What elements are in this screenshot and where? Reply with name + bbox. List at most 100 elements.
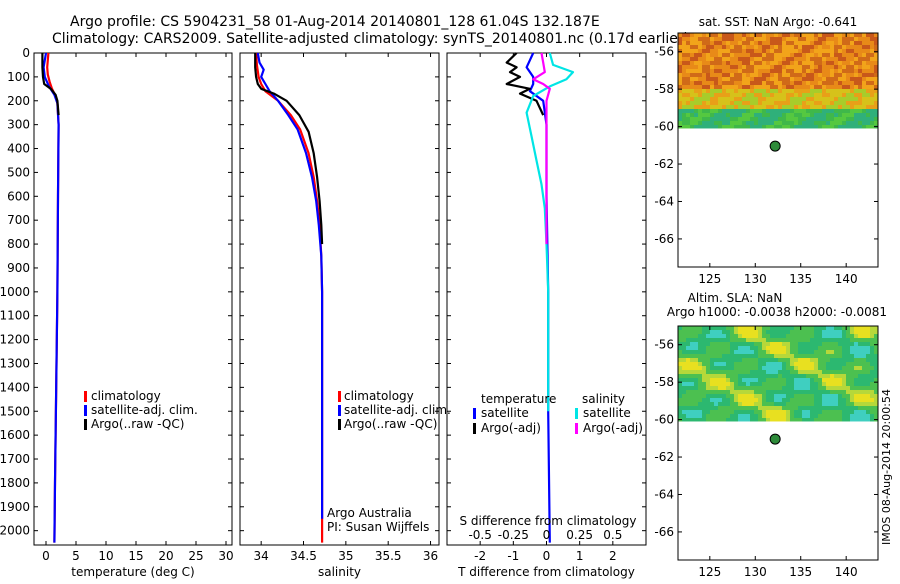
sla-map-cell [798,362,802,366]
sla-map-cell [750,370,754,374]
sst-map-cell [818,53,822,57]
sla-map-cell [690,386,694,390]
sla-map-cell [766,410,770,414]
sst-map-cell [726,49,730,53]
sla-map-cell [858,418,862,422]
sst-map-cell [682,77,686,81]
sst-map-cell [746,33,750,37]
sst-map-cell [754,125,758,129]
sst-map-cell [754,69,758,73]
sst-map-cell [798,61,802,65]
sla-map-cell [822,394,826,398]
sst-map-cell [742,89,746,93]
sst-map-cell [714,33,718,37]
sla-map-cell [718,342,722,346]
sst-map-cell [850,101,854,105]
sst-map-cell [802,77,806,81]
sla-map-cell [726,406,730,410]
sla-map-cell [810,414,814,418]
sst-map-cell [858,113,862,117]
sst-map-cell [814,61,818,65]
sst-map-cell [810,89,814,93]
difference-legend-swatch [473,423,476,434]
sla-map-cell [846,402,850,406]
sst-map-cell [778,73,782,77]
sst-map-cell [874,41,878,45]
sla-map-cell [806,398,810,402]
sla-map-cell [826,354,830,358]
sst-map-cell [770,69,774,73]
sst-map-cell [834,93,838,97]
sla-map-cell [862,354,866,358]
sla-map-cell [826,350,830,354]
sla-map-cell [842,374,846,378]
sst-map-cell [678,113,682,117]
sla-map-cell [710,338,714,342]
sla-map-cell [854,394,858,398]
sst-map-cell [794,73,798,77]
sst-map-cell [830,109,834,113]
sst-map-cell [754,97,758,101]
sla-map-cell [738,350,742,354]
sst-map-cell [798,93,802,97]
sst-map-cell [862,73,866,77]
sst-map-cell [782,49,786,53]
sst-map-cell [854,113,858,117]
sst-map-cell [722,37,726,41]
sla-map-cell [706,402,710,406]
sst-map-cell [718,117,722,121]
sla-map-cell [730,406,734,410]
sst-map-cell [686,93,690,97]
sst-map-cell [762,101,766,105]
sst-map-cell [830,121,834,125]
sla-map-cell [866,406,870,410]
sla-map-cell [690,370,694,374]
sla-map-cell [786,382,790,386]
sst-map-cell [826,81,830,85]
sla-map-cell [806,342,810,346]
sst-map-cell [838,57,842,61]
sla-map-cell [822,354,826,358]
sla-map-cell [694,402,698,406]
sst-map-cell [826,37,830,41]
sla-map-cell [778,350,782,354]
sla-map-cell [706,366,710,370]
sst-map-cell [678,97,682,101]
temperature-ytick-label: 200 [7,94,30,108]
sla-map-cell [702,410,706,414]
sst-map-cell [782,33,786,37]
sst-map-cell [774,61,778,65]
sla-map-cell [842,326,846,330]
sla-map-cell [766,382,770,386]
sla-map-cell [770,410,774,414]
sla-map-cell [750,378,754,382]
sla-map-cell [798,374,802,378]
sla-map-cell [726,398,730,402]
sst-map-cell [754,117,758,121]
sla-map-cell [770,350,774,354]
sla-map-cell [774,418,778,422]
sst-map-cell [714,81,718,85]
sst-map-cell [842,81,846,85]
sst-map-cell [694,121,698,125]
sla-map-cell [826,334,830,338]
sst-map-cell [834,53,838,57]
sla-map-cell [794,330,798,334]
difference-legend-heading: temperature [481,392,556,406]
sst-map-cell [798,101,802,105]
sla-map-cell [762,342,766,346]
sla-map-cell [702,402,706,406]
sla-map-cell [678,394,682,398]
sst-map-cell [754,121,758,125]
sla-map-cell [698,386,702,390]
sla-map-cell [682,382,686,386]
sst-map-cell [762,113,766,117]
sst-map-cell [710,101,714,105]
sst-map-cell [766,101,770,105]
sla-map-cell [842,414,846,418]
sla-map-cell [846,338,850,342]
sla-map-ytick-label: -62 [654,450,674,464]
sla-map-cell [810,342,814,346]
sst-map-cell [718,33,722,37]
sla-map-cell [682,366,686,370]
